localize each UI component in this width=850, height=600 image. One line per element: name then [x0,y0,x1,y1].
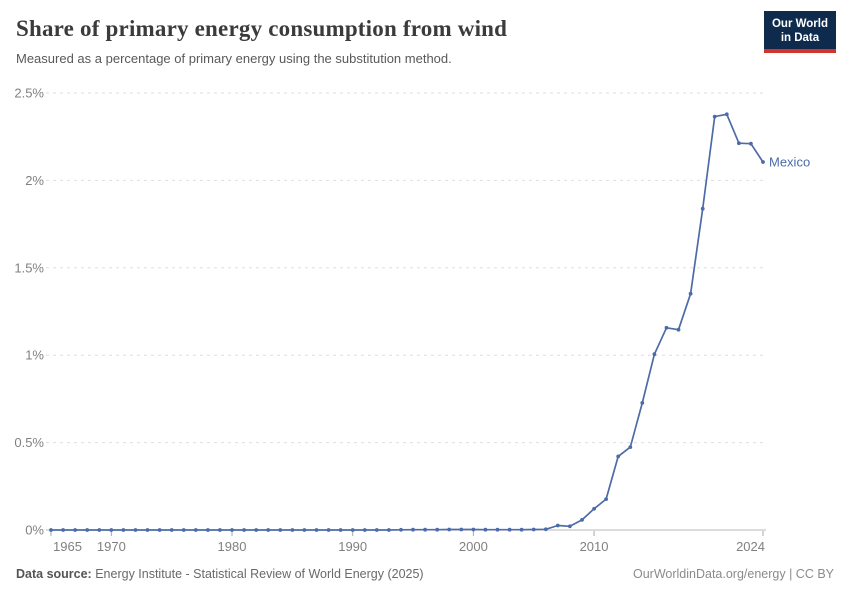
svg-text:2024: 2024 [736,539,765,554]
svg-text:1%: 1% [25,348,44,363]
page-title: Share of primary energy consumption from… [16,16,508,41]
owid-logo-text-line2: in Data [780,32,820,44]
data-source-note: Data source: Energy Institute - Statisti… [16,567,424,581]
svg-text:2%: 2% [25,173,44,188]
owid-logo: Our World in Data [763,11,836,53]
gridlines [46,92,766,531]
svg-text:1990: 1990 [338,539,367,554]
license-note: OurWorldinData.org/energy | CC BY [632,567,834,581]
svg-text:2.5%: 2.5% [14,86,44,101]
svg-text:0.5%: 0.5% [14,435,44,450]
svg-text:1980: 1980 [218,539,247,554]
chart-subtitle: Measured as a percentage of primary ener… [16,51,452,66]
series-points [49,112,765,532]
y-axis-labels: 0% 0.5% 1% 1.5% 2% 2.5% [14,86,44,538]
chart-footer: Data source: Energy Institute - Statisti… [16,567,834,581]
data-source-text: Energy Institute - Statistical Review of… [91,567,424,581]
svg-text:2010: 2010 [580,539,609,554]
owid-logo-text-line1: Our World [771,18,828,30]
chart-header: Share of primary energy consumption from… [16,16,760,66]
series-mexico[interactable]: Mexico [49,112,810,532]
svg-text:1965: 1965 [53,539,82,554]
series-line[interactable] [50,113,764,531]
svg-text:0%: 0% [25,523,44,538]
x-axis-labels: 1965 1970 1980 1990 2000 2010 2024 [50,531,765,554]
svg-text:1970: 1970 [97,539,126,554]
data-source-label: Data source: [16,567,92,581]
line-chart-plot[interactable]: 0% 0.5% 1% 1.5% 2% 2.5% 1965 1970 1980 1990 2000 20… [0,0,850,560]
svg-text:1.5%: 1.5% [14,260,44,275]
svg-text:2000: 2000 [459,539,488,554]
series-label-mexico[interactable]: Mexico [769,155,810,170]
